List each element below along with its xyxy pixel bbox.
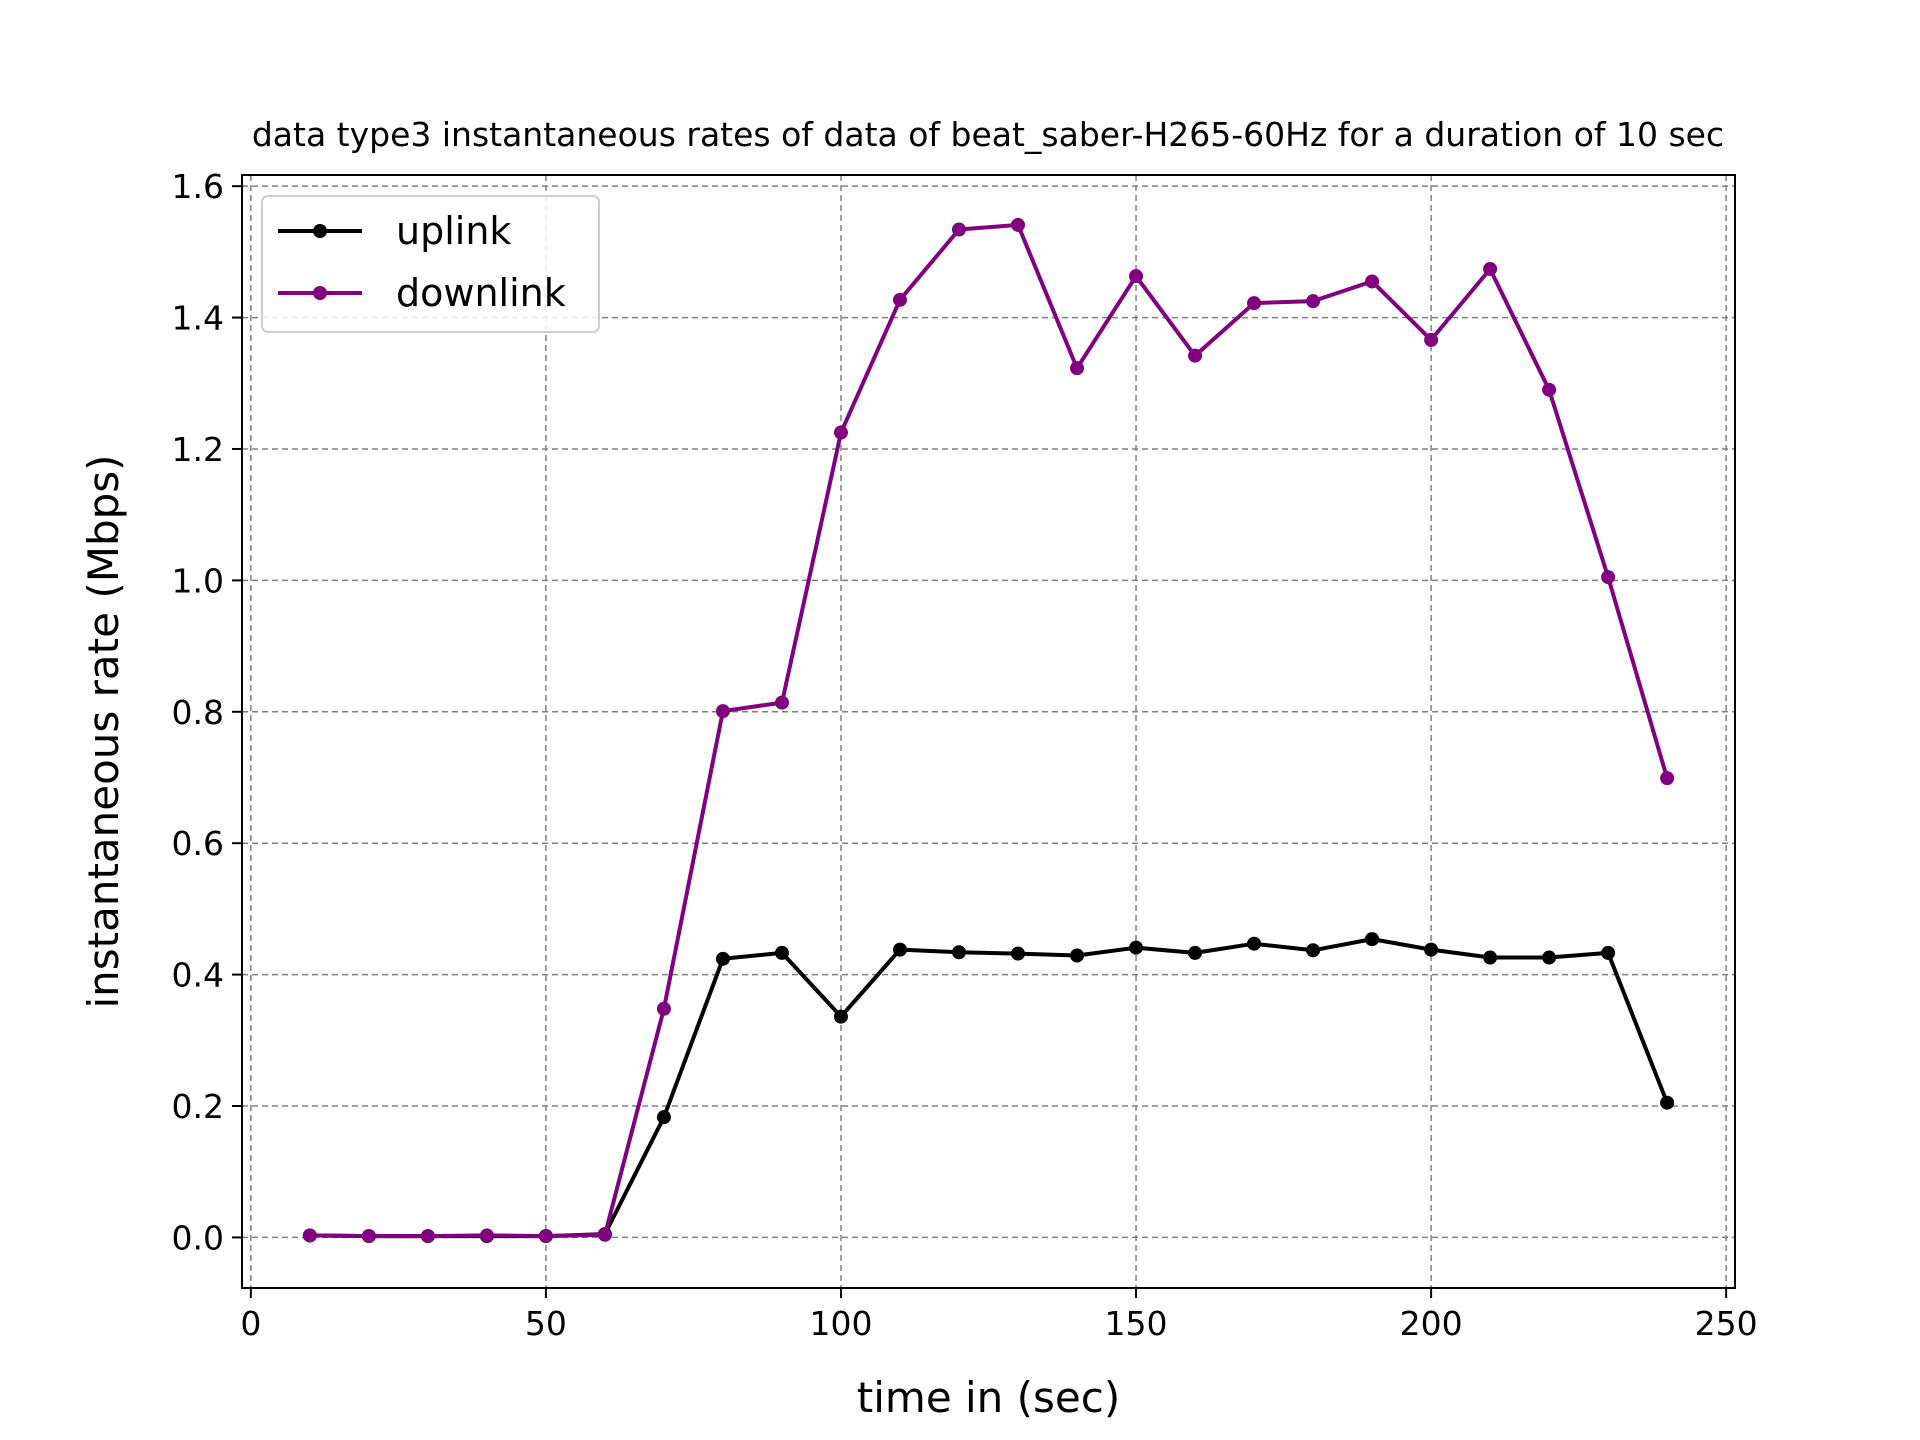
data-point-uplink	[715, 951, 730, 966]
data-point-uplink	[1660, 1095, 1675, 1110]
data-point-downlink	[302, 1228, 317, 1243]
data-point-downlink	[1129, 269, 1144, 284]
series-layer	[302, 217, 1675, 1244]
grid-lines	[242, 175, 1735, 1288]
data-point-uplink	[1011, 946, 1026, 961]
axis-ticks: 0 50 100 150 200 250 0.0 0.2 0.4 0.6 0.8 1.0 1.2 1.4 1…	[172, 167, 1758, 1343]
data-point-downlink	[1483, 261, 1498, 276]
y-tick-label: 1.4	[172, 299, 224, 338]
y-tick-label: 1.2	[172, 430, 224, 469]
data-point-downlink	[1660, 771, 1675, 786]
data-point-downlink	[1365, 274, 1380, 289]
x-tick-label: 100	[809, 1304, 872, 1343]
y-tick-label: 1.0	[172, 561, 224, 600]
y-tick-label: 1.6	[172, 167, 224, 206]
data-point-uplink	[1306, 943, 1321, 958]
data-point-downlink	[1424, 332, 1439, 347]
data-point-downlink	[1188, 348, 1203, 363]
x-tick-label: 0	[240, 1304, 261, 1343]
x-tick-label: 150	[1105, 1304, 1168, 1343]
data-point-downlink	[715, 704, 730, 719]
y-tick-label: 0.6	[172, 824, 224, 863]
legend-label-downlink: downlink	[396, 271, 566, 315]
y-tick-label: 0.0	[172, 1218, 224, 1257]
data-point-downlink	[656, 1001, 671, 1016]
x-axis-label: time in (sec)	[857, 1373, 1120, 1422]
data-point-uplink	[1601, 945, 1616, 960]
data-point-uplink	[892, 942, 907, 957]
plot-frame	[241, 174, 1736, 1289]
data-point-downlink	[1306, 294, 1321, 309]
data-point-downlink	[892, 292, 907, 307]
data-point-uplink	[1483, 950, 1498, 965]
data-point-downlink	[479, 1228, 494, 1243]
data-point-uplink	[1365, 932, 1380, 947]
series-line-uplink	[309, 937, 1669, 1239]
data-point-downlink	[1011, 217, 1026, 232]
data-point-uplink	[951, 945, 966, 960]
y-tick-label: 0.2	[172, 1087, 224, 1126]
data-point-downlink	[1247, 296, 1262, 311]
data-point-downlink	[1070, 361, 1085, 376]
legend-marker-uplink	[313, 224, 327, 238]
chart-title: data type3 instantaneous rates of data o…	[252, 115, 1724, 154]
data-point-downlink	[1542, 382, 1557, 397]
series-line-downlink	[309, 222, 1670, 1239]
x-tick-label: 200	[1400, 1304, 1463, 1343]
y-tick-label: 0.4	[172, 956, 224, 995]
data-point-downlink	[361, 1229, 376, 1244]
y-axis-label: instantaneous rate (Mbps)	[79, 454, 128, 1008]
data-point-downlink	[420, 1229, 435, 1244]
data-point-downlink	[951, 222, 966, 237]
x-tick-label: 50	[525, 1304, 567, 1343]
data-point-uplink	[1070, 948, 1085, 963]
x-tick-label: 250	[1695, 1304, 1758, 1343]
data-point-uplink	[1247, 936, 1262, 951]
data-point-uplink	[1424, 942, 1439, 957]
legend: uplink downlink	[261, 195, 600, 333]
y-tick-label: 0.8	[172, 693, 224, 732]
data-point-uplink	[1129, 940, 1144, 955]
data-point-uplink	[774, 945, 789, 960]
data-point-downlink	[1601, 570, 1616, 585]
data-point-uplink	[656, 1110, 671, 1125]
legend-marker-downlink	[313, 286, 327, 300]
legend-label-uplink: uplink	[396, 209, 511, 253]
data-point-downlink	[538, 1229, 553, 1244]
data-point-uplink	[1542, 950, 1557, 965]
data-point-downlink	[833, 425, 848, 440]
data-point-downlink	[597, 1227, 612, 1242]
data-point-uplink	[833, 1009, 848, 1024]
data-point-downlink	[774, 695, 789, 710]
data-point-uplink	[1188, 945, 1203, 960]
